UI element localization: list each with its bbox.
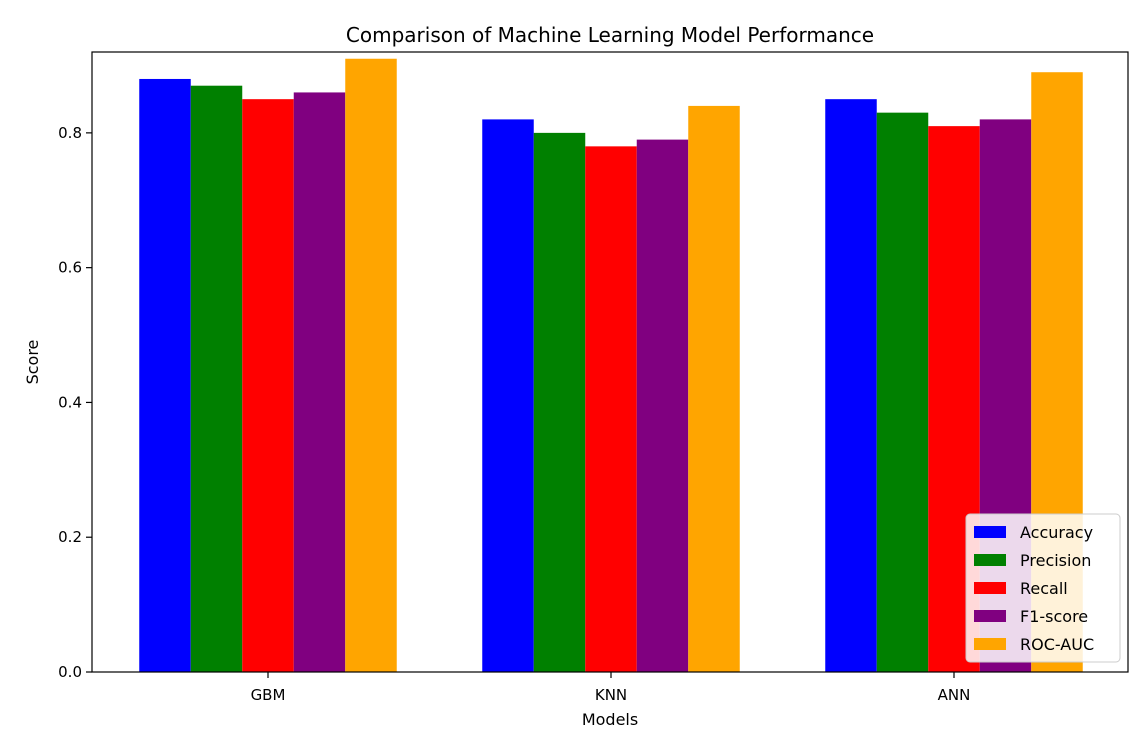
legend-swatch — [974, 554, 1006, 566]
x-axis-ticks: GBM KNN ANN — [251, 672, 971, 704]
chart-title: Comparison of Machine Learning Model Per… — [346, 23, 874, 47]
bar-roc-auc-knn — [688, 105, 740, 672]
bar-accuracy-gbm — [139, 78, 191, 672]
legend-label: Precision — [1020, 551, 1091, 570]
legend-frame — [965, 513, 1121, 663]
legend-swatch — [974, 582, 1006, 594]
bar-precision-knn — [533, 132, 586, 672]
y-tick-label: 0.4 — [58, 393, 82, 411]
bar-accuracy-ann — [825, 99, 877, 673]
bar-accuracy-knn — [482, 119, 534, 672]
y-axis-ticks: 0.0 0.2 0.4 0.6 0.8 — [58, 124, 92, 681]
bar-f1-score-gbm — [293, 92, 346, 673]
legend: Accuracy Precision Recall F1-score ROC-AUC — [965, 513, 1121, 663]
y-axis-label: Score — [23, 340, 42, 385]
legend-swatch — [974, 638, 1006, 650]
legend-label: F1-score — [1020, 607, 1088, 626]
y-tick-label: 0.8 — [58, 124, 82, 142]
bar-roc-auc-gbm — [345, 58, 397, 673]
bar-f1-score-knn — [636, 139, 689, 673]
bar-recall-knn — [585, 146, 637, 673]
y-tick-label: 0.0 — [58, 663, 82, 681]
x-tick-label: ANN — [938, 686, 971, 704]
legend-swatch — [974, 610, 1006, 622]
bar-precision-ann — [876, 112, 929, 672]
x-tick-label: GBM — [251, 686, 286, 704]
bar-precision-gbm — [190, 85, 243, 672]
x-axis-label: Models — [582, 710, 638, 729]
y-tick-label: 0.6 — [58, 259, 82, 277]
legend-swatch — [974, 526, 1006, 538]
legend-label: ROC-AUC — [1020, 635, 1094, 654]
y-tick-label: 0.2 — [58, 528, 82, 546]
x-tick-label: KNN — [595, 686, 627, 704]
bars-group — [139, 58, 1083, 673]
legend-label: Accuracy — [1020, 523, 1093, 542]
bar-recall-gbm — [242, 99, 294, 673]
plot-area-frame — [91, 51, 1129, 673]
legend-label: Recall — [1020, 579, 1068, 598]
